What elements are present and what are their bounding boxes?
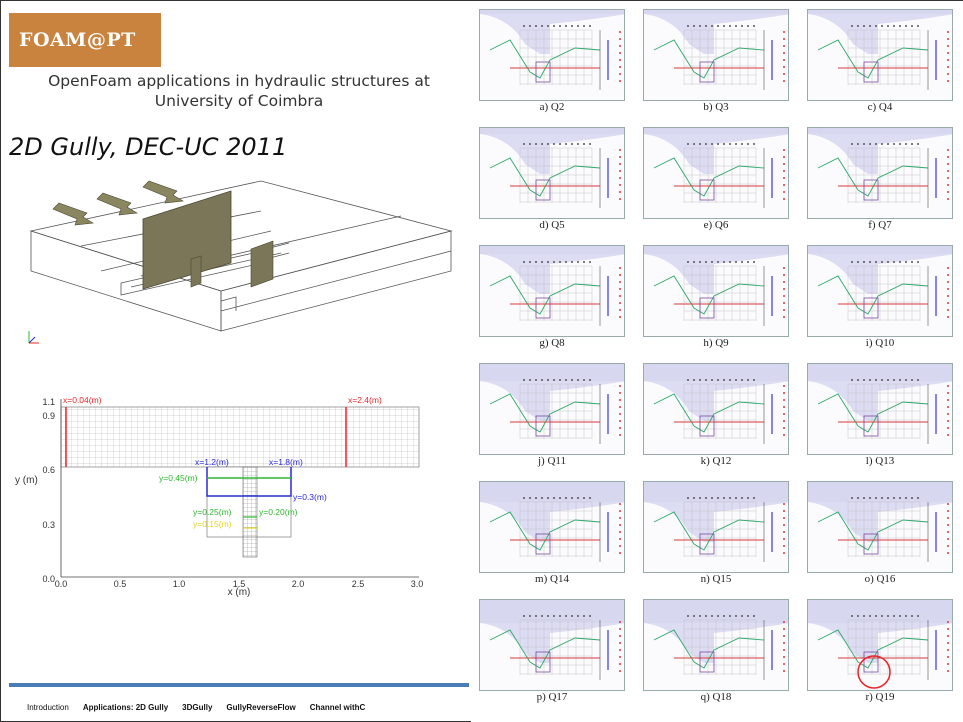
result-caption: l) Q13 — [865, 455, 895, 467]
annot-x-gully-left: x=1.2(m) — [195, 457, 229, 467]
annot-y-045: y=0.45(m) — [159, 473, 198, 483]
footer: Introduction Applications: 2D Gully 3DGull… — [9, 683, 469, 722]
result-caption: k) Q12 — [700, 455, 732, 467]
result-panel: b) Q3 — [635, 1, 797, 119]
result-panel: p) Q17 — [471, 591, 633, 709]
result-caption: d) Q5 — [539, 219, 565, 231]
result-caption: j) Q11 — [537, 455, 566, 467]
result-figure — [807, 481, 953, 573]
y-tick-label: 0.3 — [42, 520, 55, 530]
result-caption: o) Q16 — [864, 573, 896, 585]
x-tick-label: 0.0 — [55, 579, 68, 589]
result-panel: l) Q13 — [799, 355, 961, 473]
result-panel: i) Q10 — [799, 237, 961, 355]
y-tick-label: 1.1 — [42, 397, 55, 407]
result-caption: r) Q19 — [865, 691, 895, 703]
result-figure — [479, 363, 625, 455]
annot-y-025: y=0.25(m) — [193, 507, 232, 517]
result-panel: n) Q15 — [635, 473, 797, 591]
result-panel: j) Q11 — [471, 355, 633, 473]
result-panel: f) Q7 — [799, 119, 961, 237]
annot-x-gully-right: x=1.8(m) — [269, 457, 303, 467]
result-figure — [643, 245, 789, 337]
isometric-channel-figure — [28, 180, 453, 344]
axes-triad-icon — [28, 331, 39, 344]
footer-bar — [9, 683, 469, 687]
y-tick-label: 0.0 — [42, 574, 55, 584]
annot-y-03: y=0.3(m) — [293, 492, 327, 502]
footer-nav-item[interactable]: Introduction — [27, 703, 69, 712]
x-tick-label: 2.0 — [292, 579, 305, 589]
foam-pt-logo: FOAM@PT — [9, 13, 161, 67]
result-figure — [643, 481, 789, 573]
result-figure — [807, 9, 953, 101]
result-figure — [643, 599, 789, 691]
annot-y-020: y=0.20(m) — [259, 507, 298, 517]
result-panel: a) Q2 — [471, 1, 633, 119]
result-figure — [643, 363, 789, 455]
flow-arrow-icon — [52, 180, 184, 226]
result-caption: h) Q9 — [703, 337, 729, 349]
annot-x-right: x=2.4(m) — [348, 395, 382, 405]
footer-nav-item[interactable]: GullyReverseFlow — [226, 703, 296, 712]
result-figure — [807, 127, 953, 219]
result-figure — [643, 9, 789, 101]
result-caption: c) Q4 — [867, 101, 893, 113]
footer-nav-item[interactable]: 3DGully — [182, 703, 213, 712]
gully-wall — [142, 190, 232, 290]
result-caption: i) Q10 — [865, 337, 895, 349]
result-panel: h) Q9 — [635, 237, 797, 355]
annot-x-left: x=0.04(m) — [63, 395, 102, 405]
x-tick-label: 3.0 — [411, 579, 424, 589]
result-caption: q) Q18 — [700, 691, 732, 703]
result-caption: n) Q15 — [700, 573, 732, 585]
result-caption: p) Q17 — [536, 691, 568, 703]
result-panel: g) Q8 — [471, 237, 633, 355]
result-panel: o) Q16 — [799, 473, 961, 591]
result-caption: g) Q8 — [539, 337, 565, 349]
y-tick-label: 0.6 — [42, 465, 55, 475]
footer-nav-item[interactable]: Applications: 2D Gully — [82, 703, 169, 712]
x-tick-label: 0.5 — [114, 579, 127, 589]
mesh-ylabel: y (m) — [15, 475, 38, 486]
logo-text: FOAM@PT — [19, 29, 136, 51]
result-figure — [479, 245, 625, 337]
result-panel: d) Q5 — [471, 119, 633, 237]
result-caption: m) Q14 — [535, 573, 569, 585]
result-panel: m) Q14 — [471, 473, 633, 591]
result-figure — [807, 363, 953, 455]
result-panel: q) Q18 — [635, 591, 797, 709]
result-figure — [479, 127, 625, 219]
result-figure — [479, 481, 625, 573]
result-caption: a) Q2 — [539, 101, 565, 113]
result-figure — [807, 599, 953, 691]
result-figure — [479, 9, 625, 101]
y-tick-label: 0.9 — [42, 411, 55, 421]
result-caption: f) Q7 — [868, 219, 892, 231]
result-panel: r) Q19 — [799, 591, 961, 709]
result-caption: b) Q3 — [703, 101, 729, 113]
x-tick-label: 2.5 — [352, 579, 365, 589]
x-tick-label: 1.0 — [173, 579, 186, 589]
result-figure — [643, 127, 789, 219]
result-figure — [807, 245, 953, 337]
mesh-plot: x=0.04(m) x=2.4(m) x=1.2(m) x=1.8(m) y=0… — [15, 395, 424, 598]
footer-nav: Introduction Applications: 2D Gully 3DGull… — [27, 703, 365, 712]
result-panel: e) Q6 — [635, 119, 797, 237]
footer-nav-item[interactable]: Channel withC — [309, 703, 366, 712]
x-tick-label: 1.5 — [233, 579, 246, 589]
result-panel: k) Q12 — [635, 355, 797, 473]
result-panel: c) Q4 — [799, 1, 961, 119]
result-caption: e) Q6 — [703, 219, 729, 231]
slide-heading: 2D Gully, DEC-UC 2011 — [9, 133, 288, 161]
slide-subtitle: OpenFoam applications in hydraulic struc… — [48, 72, 430, 110]
annot-y-015: y=0.15(m) — [193, 519, 232, 529]
result-figure — [479, 599, 625, 691]
mesh-xlabel: x (m) — [228, 587, 251, 598]
results-grid: a) Q2 b) Q3 — [471, 1, 963, 722]
